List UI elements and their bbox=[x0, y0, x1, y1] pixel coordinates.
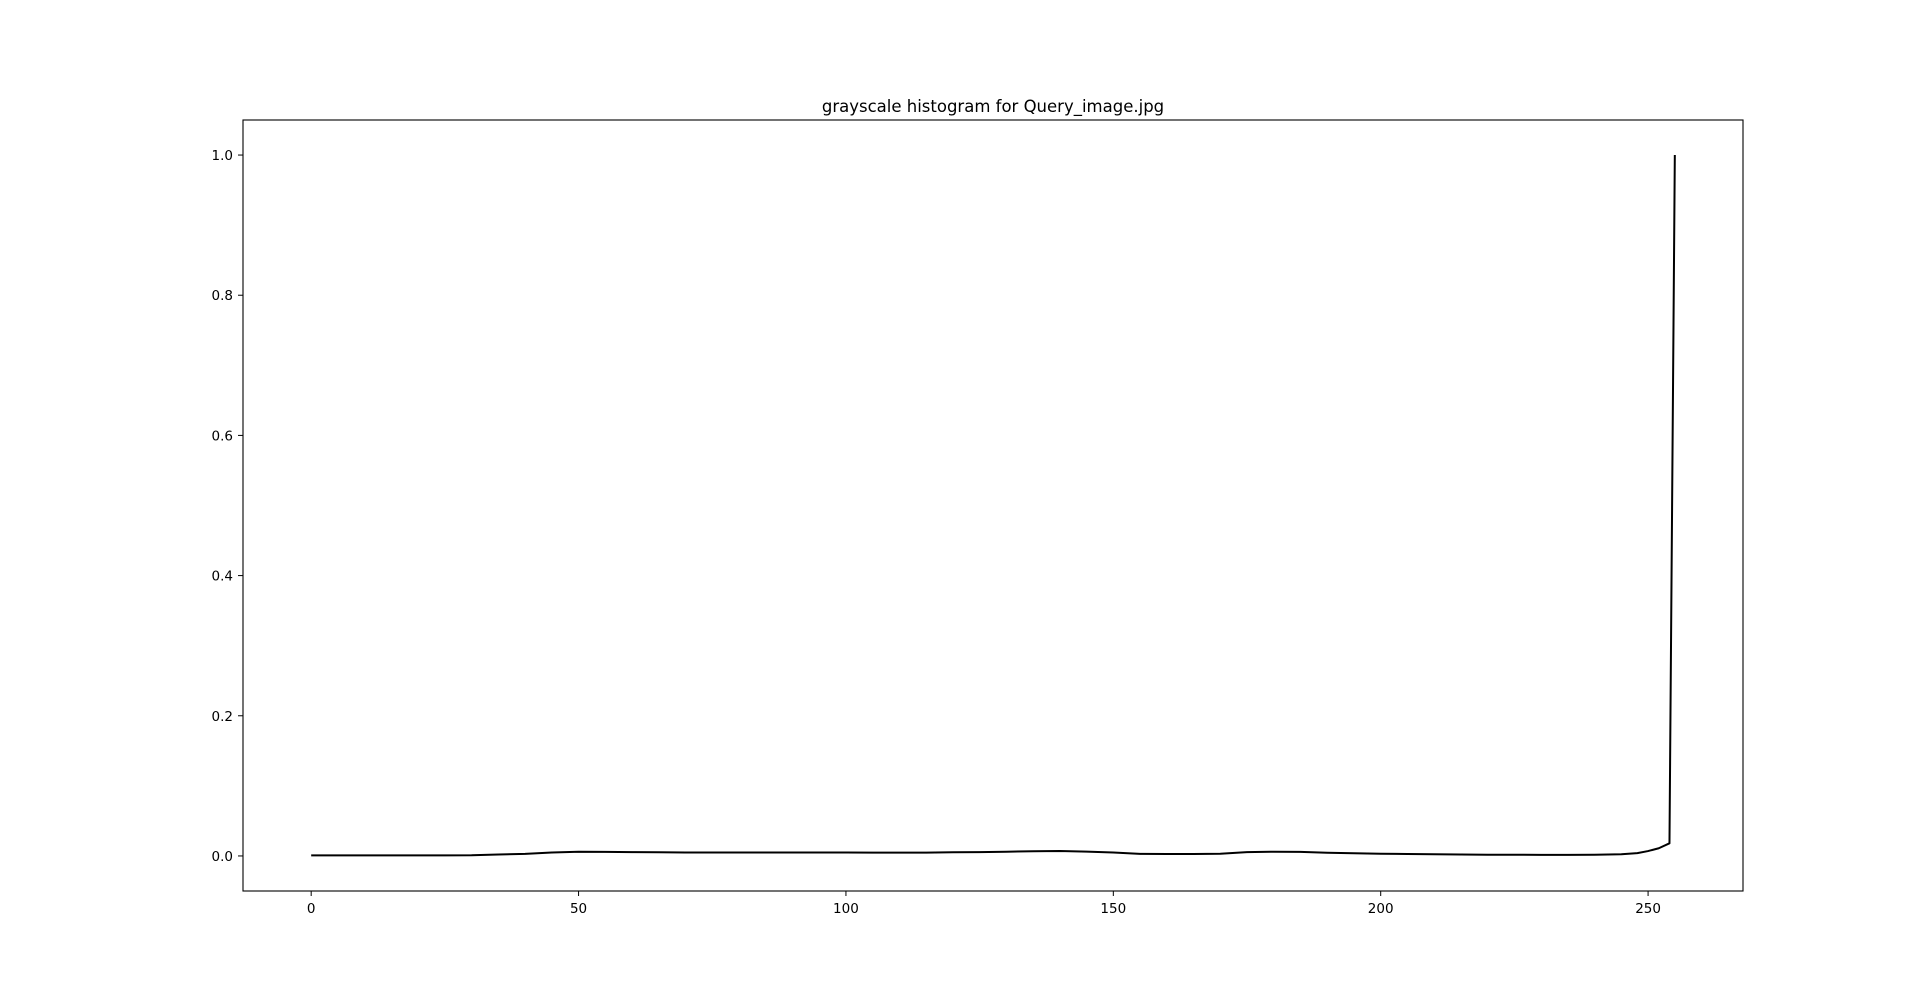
x-tick-label: 250 bbox=[1635, 901, 1661, 917]
y-tick-label: 0.6 bbox=[212, 428, 233, 444]
x-tick-label: 100 bbox=[833, 901, 859, 917]
y-tick-label: 1.0 bbox=[212, 148, 233, 164]
y-tick-label: 0.2 bbox=[212, 709, 233, 725]
x-tick-label: 200 bbox=[1368, 901, 1394, 917]
x-tick-label: 150 bbox=[1100, 901, 1126, 917]
chart-title: grayscale histogram for Query_image.jpg bbox=[822, 97, 1164, 117]
x-tick-label: 50 bbox=[570, 901, 587, 917]
x-tick-label: 0 bbox=[307, 901, 316, 917]
y-tick-label: 0.4 bbox=[212, 569, 233, 585]
y-tick-label: 0.8 bbox=[212, 288, 233, 304]
y-tick-label: 0.0 bbox=[212, 849, 233, 865]
